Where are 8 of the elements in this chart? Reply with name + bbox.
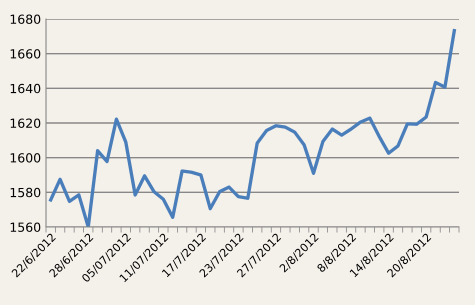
line-series — [49, 28, 456, 227]
y-tick-label: 1600 — [10, 153, 40, 163]
y-tick-label: 1680 — [10, 14, 40, 24]
y-tick-label: 1640 — [10, 84, 40, 94]
y-tick-label: 1660 — [10, 49, 40, 59]
y-tick-label: 1620 — [10, 118, 40, 128]
y-tick-label: 1580 — [10, 188, 40, 198]
y-tick-label: 1560 — [10, 222, 40, 232]
